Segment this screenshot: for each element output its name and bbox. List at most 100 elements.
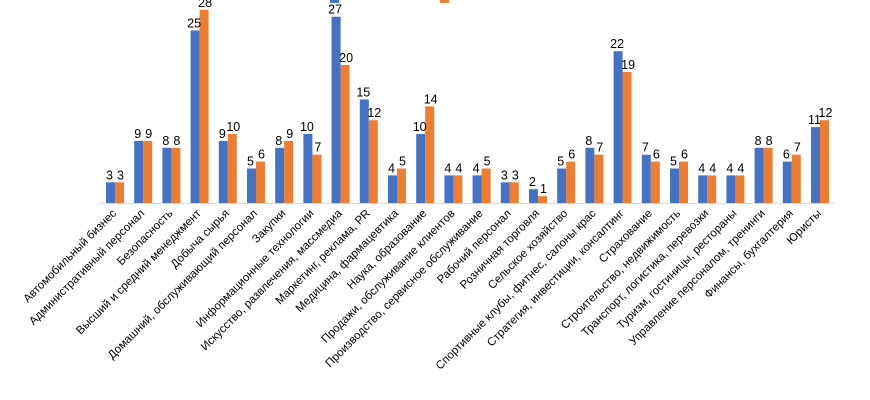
bar-series-2 — [650, 161, 660, 203]
bar-series-1 — [388, 175, 397, 203]
bar-series-1 — [218, 140, 228, 203]
bar-series-2 — [481, 168, 491, 203]
data-label: 12 — [819, 106, 833, 120]
data-label: 27 — [328, 3, 342, 17]
bar-series-2 — [143, 140, 153, 203]
bar-series-1 — [331, 16, 341, 204]
data-label: 6 — [653, 148, 660, 162]
data-label: 2 — [529, 175, 536, 189]
data-label: 5 — [557, 155, 564, 169]
data-label: 6 — [258, 148, 265, 162]
data-label: 4 — [473, 161, 480, 175]
bar-series-1 — [613, 51, 623, 204]
bar-series-1 — [134, 140, 144, 203]
bar-series-2 — [707, 175, 717, 203]
bar-series-2 — [453, 175, 463, 203]
bar-series-1 — [303, 134, 313, 203]
bar-series-1 — [359, 99, 369, 203]
bar-series-1 — [557, 168, 567, 203]
data-label: 8 — [173, 134, 180, 148]
data-label: 22 — [610, 37, 624, 51]
data-label: 4 — [726, 161, 733, 175]
data-label: 8 — [755, 134, 762, 148]
data-label: 6 — [681, 148, 688, 162]
bar-series-2 — [763, 147, 773, 203]
data-label: 9 — [286, 127, 293, 141]
bar-series-2 — [791, 154, 801, 203]
bar-series-1 — [416, 134, 426, 203]
bar-series-1 — [472, 175, 482, 203]
data-label: 4 — [709, 161, 716, 175]
data-label: 6 — [783, 148, 790, 162]
data-label: 15 — [356, 86, 370, 100]
data-label: 3 — [117, 168, 124, 182]
data-label: 8 — [766, 134, 773, 148]
bar-series-1 — [444, 175, 454, 203]
data-label: 3 — [106, 168, 113, 182]
data-label: 12 — [367, 106, 381, 120]
data-label: 4 — [698, 161, 705, 175]
data-label: 14 — [424, 92, 438, 106]
data-label: 7 — [794, 141, 801, 155]
bar-series-2 — [538, 196, 547, 203]
data-label: 10 — [300, 120, 314, 134]
bar-series-2 — [622, 71, 632, 204]
data-label: 1 — [540, 182, 547, 196]
data-label: 7 — [642, 141, 649, 155]
bar-series-1 — [811, 127, 820, 203]
data-label: 9 — [134, 127, 141, 141]
data-label: 10 — [413, 120, 427, 134]
bar-series-2 — [566, 161, 576, 203]
bar-series-2 — [227, 134, 237, 203]
data-label: 4 — [388, 161, 395, 175]
bar-series-1 — [275, 147, 285, 203]
data-label: 7 — [596, 141, 603, 155]
data-label: 4 — [455, 161, 462, 175]
bar-series-2 — [340, 65, 350, 203]
bar-series-2 — [594, 154, 604, 203]
bar-series-2 — [679, 161, 688, 203]
data-label: 9 — [145, 127, 152, 141]
data-label: 5 — [484, 155, 491, 169]
data-label: 10 — [226, 120, 240, 134]
data-label: 5 — [670, 155, 677, 169]
data-label: 5 — [399, 155, 406, 169]
bar-series-2 — [368, 120, 378, 203]
data-label: 8 — [585, 134, 592, 148]
data-label: 25 — [187, 17, 201, 31]
bar-series-2 — [312, 154, 322, 203]
bar-series-2 — [735, 175, 745, 203]
data-label: 8 — [275, 134, 282, 148]
bar-series-1 — [670, 168, 679, 203]
bar-series-1 — [500, 182, 510, 203]
bar-series-2 — [256, 161, 265, 203]
data-label: 19 — [621, 58, 635, 72]
data-label: 4 — [444, 161, 451, 175]
bar-series-2 — [171, 147, 181, 203]
data-label: 3 — [501, 168, 508, 182]
bar-series-1 — [247, 168, 256, 203]
data-label: 5 — [247, 155, 254, 169]
bar-series-1 — [106, 182, 115, 203]
data-label: 6 — [568, 148, 575, 162]
legend — [330, 0, 449, 3]
bar-series-2 — [397, 168, 406, 203]
bar-series-1 — [726, 175, 736, 203]
bar-series-2 — [509, 182, 519, 203]
bar-series-2 — [820, 120, 829, 203]
bar-series-2 — [115, 182, 124, 203]
data-label: 11 — [808, 113, 821, 127]
bar-series-2 — [425, 106, 435, 203]
data-label: 9 — [219, 127, 226, 141]
bar-series-2 — [284, 140, 294, 203]
data-label: 20 — [339, 51, 353, 65]
data-label: 8 — [162, 134, 169, 148]
bar-series-1 — [698, 175, 708, 203]
bar-series-2 — [199, 9, 209, 203]
data-label: 28 — [198, 0, 212, 10]
category-tick-label: Административный персонал — [27, 208, 147, 328]
legend-swatch-series-1 — [330, 0, 339, 3]
bar-series-1 — [782, 161, 792, 203]
bar-series-1 — [641, 154, 651, 203]
